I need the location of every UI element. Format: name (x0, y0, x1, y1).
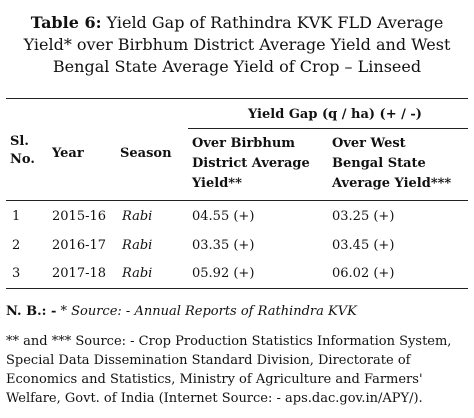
source2-line-3: Economics and Statistics, Ministry of Ag… (6, 372, 423, 387)
col-header-birbhum-1: Over Birbhum (192, 136, 296, 151)
table-title-line-2: Yield* over Birbhum District Average Yie… (23, 35, 451, 54)
row-3-westbengal: 06.02 (+) (332, 266, 395, 281)
row-2-birbhum: 03.35 (+) (192, 238, 255, 253)
group-header-rule (188, 128, 468, 129)
table-top-rule (6, 98, 468, 99)
row-1-birbhum: 04.55 (+) (192, 209, 255, 224)
nb-source-text: * Source: - Annual Reports of Rathindra … (56, 304, 357, 319)
col-header-sl-1: Sl. (10, 134, 29, 149)
col-header-westbengal-1: Over West (332, 136, 406, 151)
source2-line-2: Special Data Dissemination Standard Divi… (6, 353, 411, 368)
row-1-season: Rabi (122, 209, 153, 224)
table-title-line-3: Bengal State Average Yield of Crop – Lin… (52, 57, 422, 76)
nb-label: N. B.: - (6, 304, 57, 319)
table-title: Table 6: Yield Gap of Rathindra KVK FLD … (6, 12, 468, 78)
row-1-sl: 1 (12, 209, 21, 224)
row-3-birbhum: 05.92 (+) (192, 266, 255, 281)
col-header-westbengal-2: Bengal State (332, 156, 426, 171)
row-3-sl: 3 (12, 266, 21, 281)
col-header-year: Year (52, 146, 84, 161)
yield-gap-group-header: Yield Gap (q / ha) (+ / -) (248, 107, 422, 122)
source2-line-1: ** and *** Source: - Crop Production Sta… (6, 334, 452, 349)
row-1-westbengal: 03.25 (+) (332, 209, 395, 224)
col-header-birbhum-3: Yield** (192, 176, 242, 191)
row-2-westbengal: 03.45 (+) (332, 238, 395, 253)
table-number-label: Table 6: (30, 13, 102, 32)
row-2-season: Rabi (122, 238, 153, 253)
col-header-season: Season (120, 146, 172, 161)
col-header-westbengal-3: Average Yield*** (332, 176, 452, 191)
row-1-year: 2015-16 (52, 209, 107, 224)
row-3-year: 2017-18 (52, 266, 107, 281)
row-3-season: Rabi (122, 266, 153, 281)
col-header-sl-2: No. (10, 152, 35, 167)
header-bottom-rule (6, 200, 468, 201)
row-2-sl: 2 (12, 238, 21, 253)
table-bottom-rule (6, 288, 468, 289)
source2-line-4: Welfare, Govt. of India (Internet Source… (6, 391, 423, 406)
row-2-year: 2016-17 (52, 238, 107, 253)
table-title-text-1: Yield Gap of Rathindra KVK FLD Average (101, 13, 444, 32)
footnote-nb: N. B.: - * Source: - Annual Reports of R… (6, 302, 470, 321)
table-title-line-1: Table 6: Yield Gap of Rathindra KVK FLD … (6, 12, 468, 34)
footnote-source-2: ** and *** Source: - Crop Production Sta… (6, 332, 470, 408)
col-header-birbhum-2: District Average (192, 156, 310, 171)
